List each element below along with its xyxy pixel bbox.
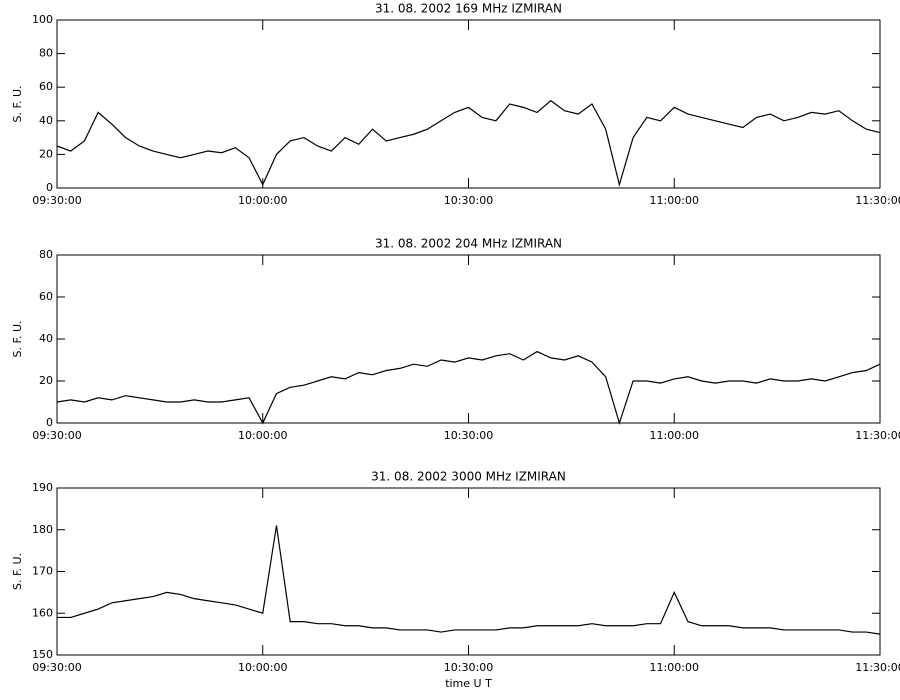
- x-tick-label: 09:30:00: [32, 661, 81, 674]
- plot-frame: [56, 254, 881, 424]
- data-line: [56, 350, 881, 426]
- y-tick-label: 40: [39, 332, 53, 345]
- x-tick-label: 10:30:00: [444, 661, 493, 674]
- y-tick-label: 150: [32, 648, 53, 661]
- y-tick-label: 20: [39, 374, 53, 387]
- x-tick-label: 10:00:00: [238, 194, 287, 207]
- x-tick-label: 10:30:00: [444, 429, 493, 442]
- x-tick-label: 09:30:00: [32, 429, 81, 442]
- x-tick-label: 10:30:00: [444, 194, 493, 207]
- x-tick-label: 11:00:00: [650, 429, 699, 442]
- y-tick-label: 160: [32, 606, 53, 619]
- y-tick-label: 190: [32, 481, 53, 494]
- chart-title: 31. 08. 2002 3000 MHz IZMIRAN: [371, 470, 566, 484]
- y-tick-label: 0: [46, 416, 53, 429]
- x-tick-label: 11:30:00: [855, 429, 900, 442]
- y-tick-label: 180: [32, 523, 53, 536]
- y-tick-label: 60: [39, 80, 53, 93]
- y-tick-label: 0: [46, 181, 53, 194]
- y-tick-label: 40: [39, 114, 53, 127]
- y-tick-label: 60: [39, 290, 53, 303]
- x-tick-label: 11:00:00: [650, 661, 699, 674]
- x-tick-label: 09:30:00: [32, 194, 81, 207]
- chart-title: 31. 08. 2002 204 MHz IZMIRAN: [375, 237, 562, 251]
- data-line: [56, 99, 881, 187]
- x-tick-label: 11:30:00: [855, 194, 900, 207]
- x-tick-label: 11:00:00: [650, 194, 699, 207]
- x-axis-label: time U T: [445, 677, 492, 690]
- x-tick-label: 11:30:00: [855, 661, 900, 674]
- y-tick-label: 80: [39, 47, 53, 60]
- y-axis-label: S. F. U.: [11, 320, 24, 357]
- data-line: [57, 525, 881, 635]
- y-tick-label: 80: [39, 248, 53, 261]
- y-tick-label: 170: [32, 565, 53, 578]
- plot-frame: [56, 19, 881, 189]
- chart-title: 31. 08. 2002 169 MHz IZMIRAN: [375, 2, 562, 16]
- y-tick-label: 100: [32, 13, 53, 26]
- y-axis-label: S. F. U.: [11, 85, 24, 122]
- y-axis-label: S. F. U.: [11, 553, 24, 590]
- x-tick-label: 10:00:00: [238, 429, 287, 442]
- y-tick-label: 20: [39, 147, 53, 160]
- x-tick-label: 10:00:00: [238, 661, 287, 674]
